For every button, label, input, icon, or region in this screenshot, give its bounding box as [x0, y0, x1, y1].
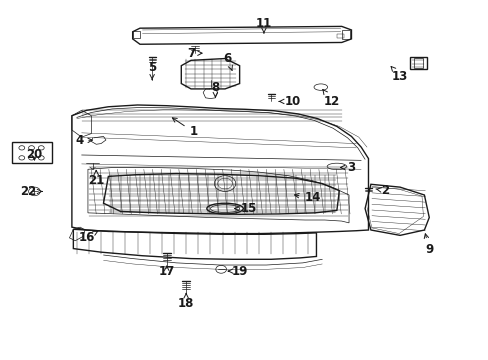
Text: 4: 4	[75, 134, 92, 147]
Text: 5: 5	[148, 61, 156, 80]
Text: 8: 8	[211, 81, 219, 97]
Text: 12: 12	[322, 90, 340, 108]
Text: 19: 19	[228, 265, 247, 278]
Text: 11: 11	[255, 17, 271, 33]
Text: 14: 14	[294, 192, 320, 204]
Text: 1: 1	[172, 118, 197, 138]
Text: 10: 10	[279, 95, 301, 108]
Text: 13: 13	[390, 67, 407, 83]
Text: 3: 3	[340, 161, 355, 174]
Text: 15: 15	[234, 202, 257, 215]
Text: 20: 20	[26, 148, 42, 162]
Text: 16: 16	[78, 231, 98, 244]
Text: 21: 21	[88, 170, 104, 187]
Text: 6: 6	[223, 52, 232, 71]
Text: 18: 18	[178, 293, 194, 310]
Text: 2: 2	[375, 184, 389, 197]
Text: 7: 7	[186, 47, 202, 60]
Text: 17: 17	[158, 265, 175, 278]
Text: 22: 22	[20, 185, 42, 198]
Text: 9: 9	[424, 234, 432, 256]
